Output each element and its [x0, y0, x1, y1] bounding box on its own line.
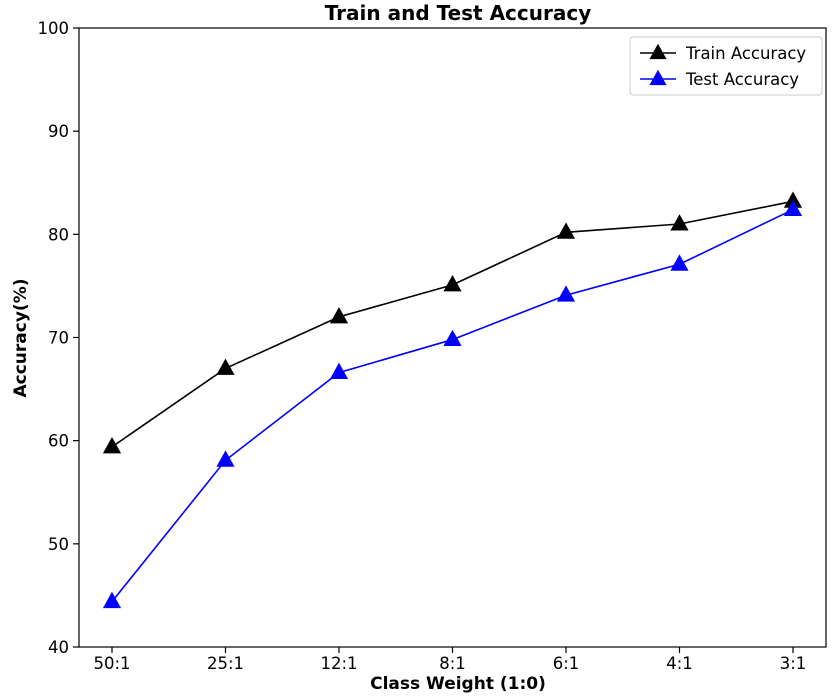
- series-1: [102, 199, 803, 609]
- y-tick-label: 70: [48, 329, 69, 348]
- x-tick-label: 12:1: [320, 654, 357, 673]
- legend: Train Accuracy Test Accuracy: [629, 36, 823, 96]
- data-point: [670, 254, 689, 271]
- data-point: [102, 436, 122, 454]
- data-point: [443, 329, 462, 347]
- legend-item: Test Accuracy: [640, 69, 799, 89]
- data-point: [556, 285, 576, 302]
- data-point: [216, 358, 235, 375]
- chart-title: Train and Test Accuracy: [325, 1, 592, 25]
- y-tick-label: 50: [48, 535, 69, 554]
- x-tick-label: 3:1: [780, 654, 807, 673]
- y-tick-label: 60: [48, 432, 69, 451]
- y-axis-label: Accuracy(%): [11, 279, 31, 398]
- x-tick-label: 4:1: [666, 654, 693, 673]
- legend-box: [629, 36, 823, 96]
- data-point: [102, 591, 122, 609]
- data-point: [443, 275, 462, 292]
- data-point: [329, 362, 349, 380]
- y-tick-label: 80: [48, 225, 69, 244]
- y-tick-label: 90: [48, 122, 69, 141]
- x-tick-label: 25:1: [207, 654, 244, 673]
- series-line: [111, 200, 794, 448]
- legend-label: Train Accuracy: [685, 44, 806, 63]
- x-tick-label: 6:1: [553, 654, 580, 673]
- legend-marker: [649, 69, 667, 86]
- data-point: [783, 199, 803, 217]
- x-axis-label: Class Weight (1:0): [370, 674, 546, 694]
- legend-item: Train Accuracy: [640, 43, 806, 63]
- legend-marker: [649, 43, 667, 60]
- data-point: [329, 307, 349, 324]
- legend-label: Test Accuracy: [685, 70, 799, 89]
- data-point: [216, 450, 235, 467]
- y-tick-label: 40: [48, 638, 69, 657]
- series-0: [102, 191, 803, 454]
- series-line: [111, 208, 794, 603]
- data-point: [670, 214, 689, 231]
- x-tick-label: 50:1: [93, 654, 130, 673]
- x-tick-label: 8:1: [439, 654, 466, 673]
- y-tick-label: 100: [38, 19, 70, 38]
- data-point: [556, 222, 576, 239]
